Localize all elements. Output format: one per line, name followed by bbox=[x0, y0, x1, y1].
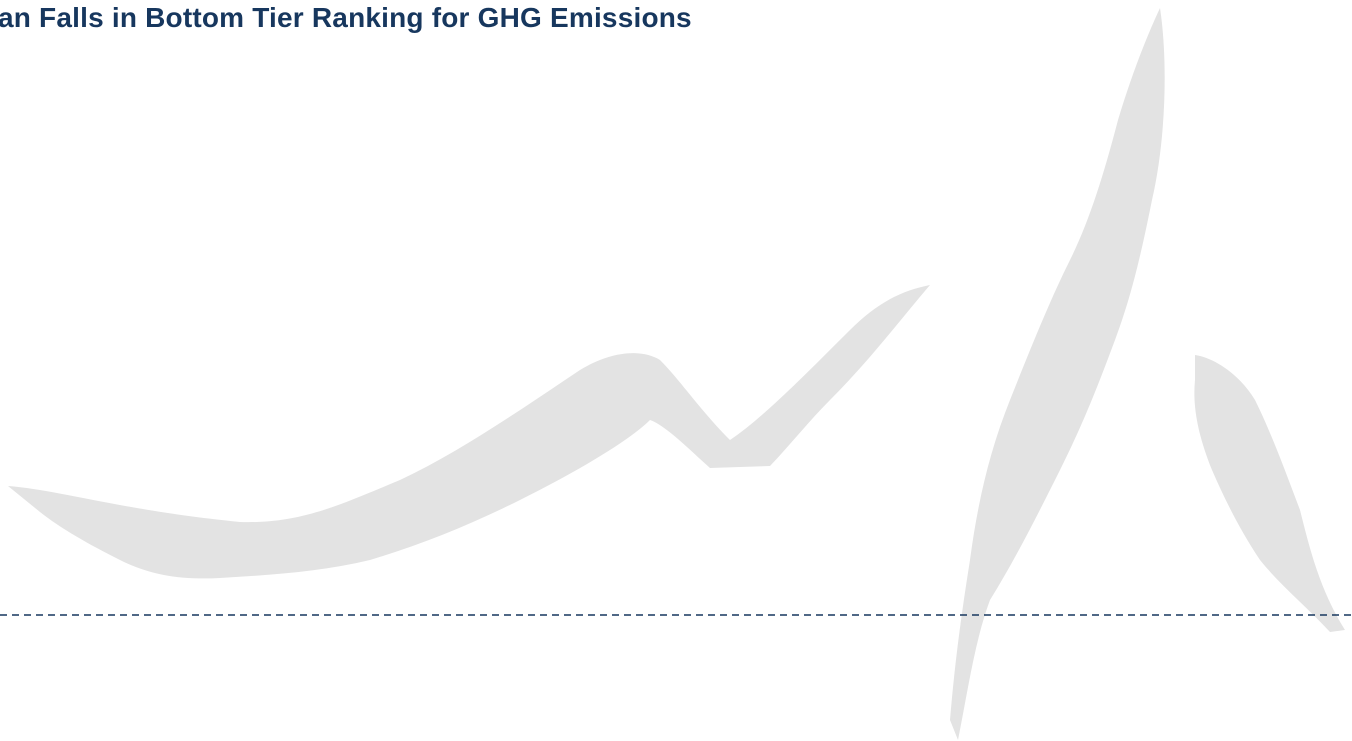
brush-stroke-right bbox=[1194, 355, 1345, 632]
decoration bbox=[0, 0, 1352, 741]
brush-strokes bbox=[8, 8, 1345, 740]
slide-title: an Falls in Bottom Tier Ranking for GHG … bbox=[0, 2, 692, 34]
brush-stroke-left bbox=[8, 285, 930, 578]
brush-stroke-middle bbox=[950, 8, 1165, 740]
slide: an Falls in Bottom Tier Ranking for GHG … bbox=[0, 0, 1352, 741]
